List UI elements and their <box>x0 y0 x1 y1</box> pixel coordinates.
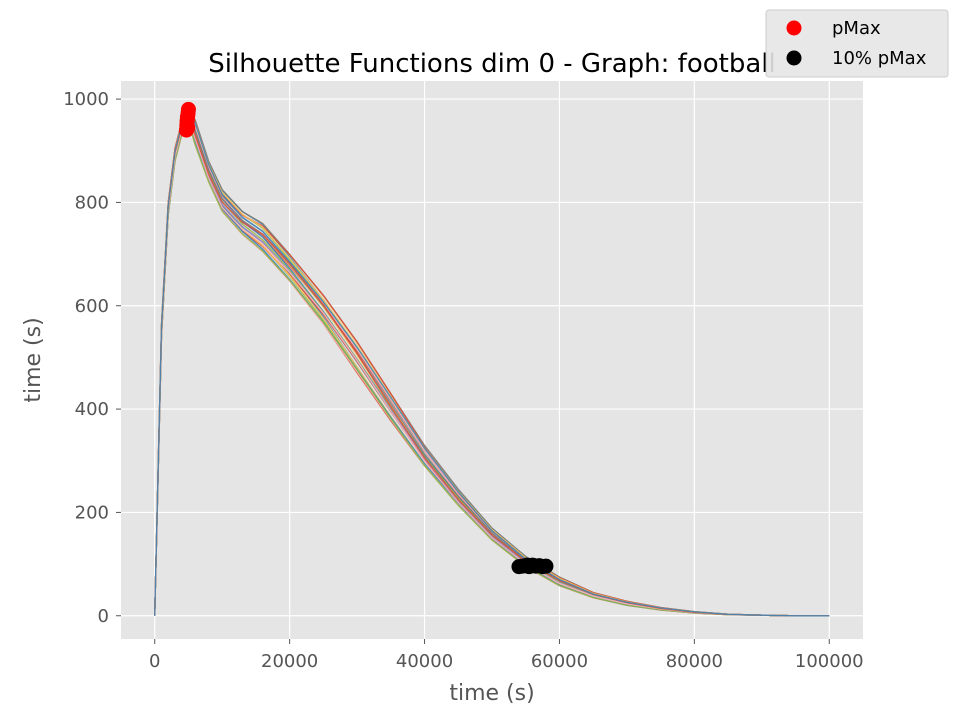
y-tick-label: 600 <box>75 296 109 317</box>
legend-marker-pmax <box>786 20 802 36</box>
tenpct-pmax-point <box>526 558 542 574</box>
x-tick-label: 0 <box>149 651 160 672</box>
tenpct-pmax-point <box>538 558 554 574</box>
marker-group <box>178 101 554 575</box>
legend: pMax 10% pMax <box>765 9 949 78</box>
legend-label-pmax: pMax <box>832 18 881 39</box>
y-tick-label: 1000 <box>63 89 109 110</box>
y-tick-label: 200 <box>75 502 109 523</box>
tick-group: 0 20000 40000 60000 80000 100000 0 200 400 600 800… <box>63 89 863 672</box>
x-tick-label: 60000 <box>531 651 588 672</box>
y-tick-label: 800 <box>75 192 109 213</box>
legend-marker-10pct-pmax <box>786 50 802 66</box>
x-tick-label: 20000 <box>261 651 318 672</box>
pmax-point <box>179 109 195 125</box>
series-group <box>154 110 830 617</box>
chart-title: Silhouette Functions dim 0 - Graph: foot… <box>208 49 775 79</box>
plot-background <box>121 81 863 639</box>
x-tick-label: 80000 <box>666 651 723 672</box>
y-tick-label: 400 <box>75 399 109 420</box>
legend-box <box>765 9 949 78</box>
x-tick-label: 40000 <box>396 651 453 672</box>
grid-lines <box>121 81 863 639</box>
y-tick-label: 0 <box>98 606 109 627</box>
x-axis-label: time (s) <box>449 681 534 706</box>
legend-label-10pct-pmax: 10% pMax <box>832 48 927 69</box>
x-tick-label: 100000 <box>795 651 864 672</box>
y-axis-label: time (s) <box>21 317 46 402</box>
